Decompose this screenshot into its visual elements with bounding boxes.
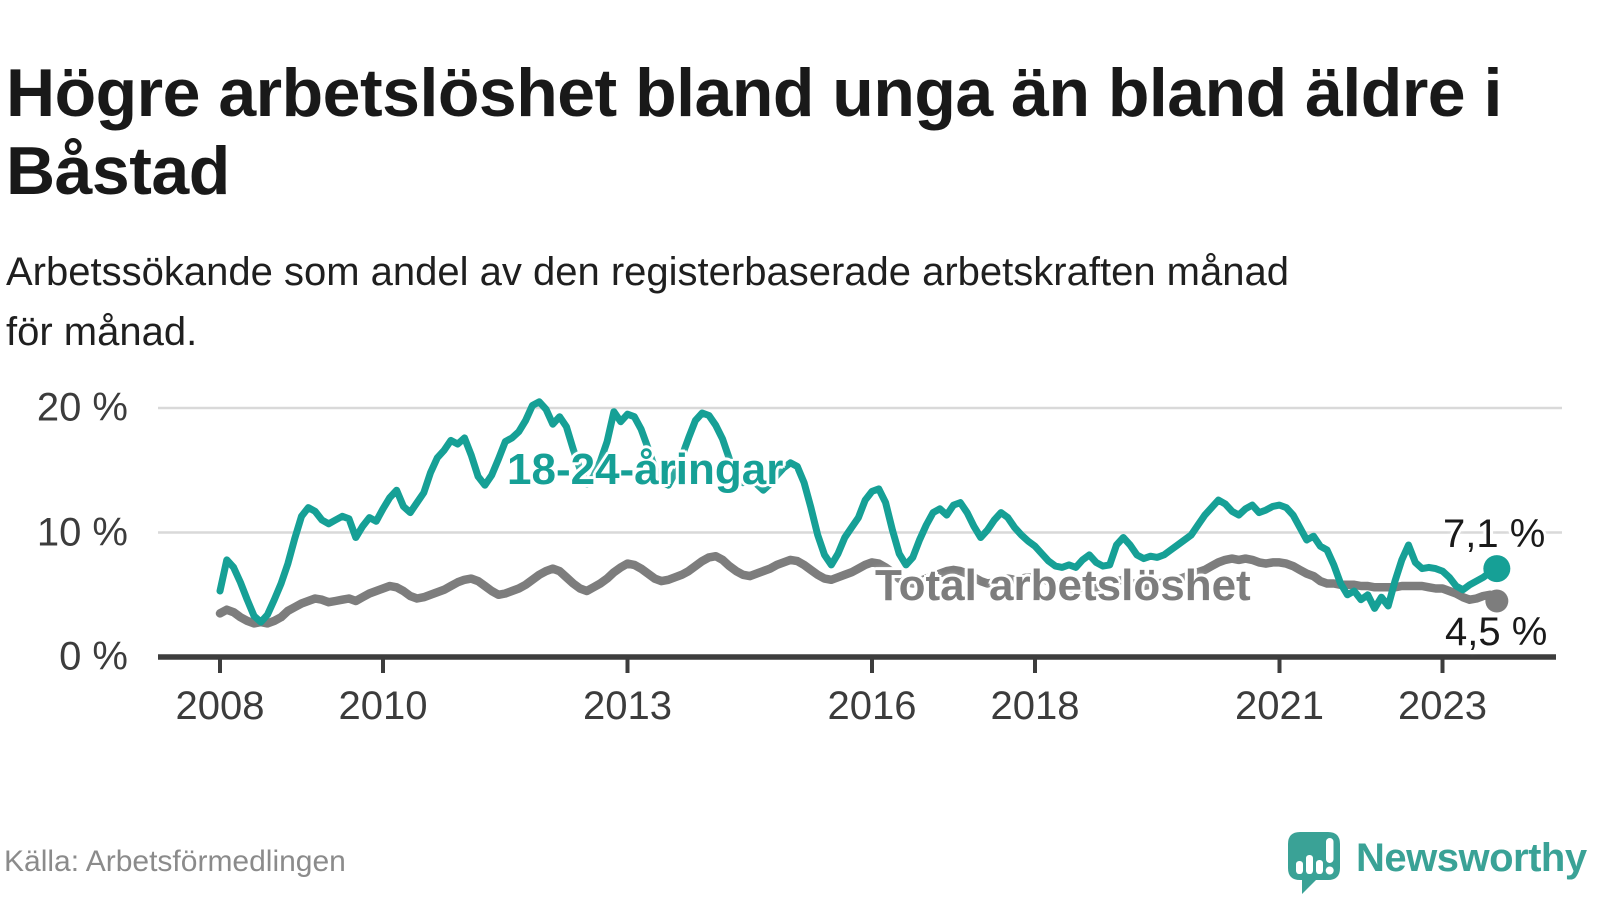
- x-tick-label: 2008: [175, 684, 265, 728]
- x-tick-label: 2013: [583, 684, 672, 728]
- end-value-label-youth: 7,1 %: [1443, 512, 1546, 556]
- series-line-total: [215, 551, 1502, 628]
- page-title: Högre arbetslöshet bland unga än bland ä…: [6, 54, 1502, 210]
- series-line-youth: [216, 398, 1501, 626]
- newsworthy-logo: Newsworthy: [1286, 830, 1587, 898]
- end-dot-youth: [1483, 555, 1511, 583]
- series-label-total: Total arbetslöshet: [875, 561, 1251, 610]
- source-note: Källa: Arbetsförmedlingen: [4, 845, 346, 878]
- page-subtitle: Arbetssökande som andel av den registerb…: [6, 250, 1289, 354]
- newsworthy-wordmark: Newsworthy: [1356, 836, 1587, 880]
- newsworthy-logo-icon: [1288, 832, 1340, 894]
- end-value-label-total: 4,5 %: [1445, 610, 1548, 654]
- x-tick-label: 2021: [1235, 684, 1324, 728]
- x-tick-label: 2010: [338, 684, 428, 728]
- x-tick-label: 2018: [990, 684, 1080, 728]
- x-tick-label: 2023: [1398, 684, 1487, 728]
- x-tick-label: 2016: [827, 684, 917, 728]
- y-tick-label: 10 %: [36, 510, 128, 554]
- series-label-youth: 18-24-åringar: [507, 445, 784, 494]
- y-tick-label: 20 %: [36, 385, 128, 430]
- y-tick-label: 0 %: [59, 634, 128, 679]
- end-dot-total: [1485, 589, 1509, 613]
